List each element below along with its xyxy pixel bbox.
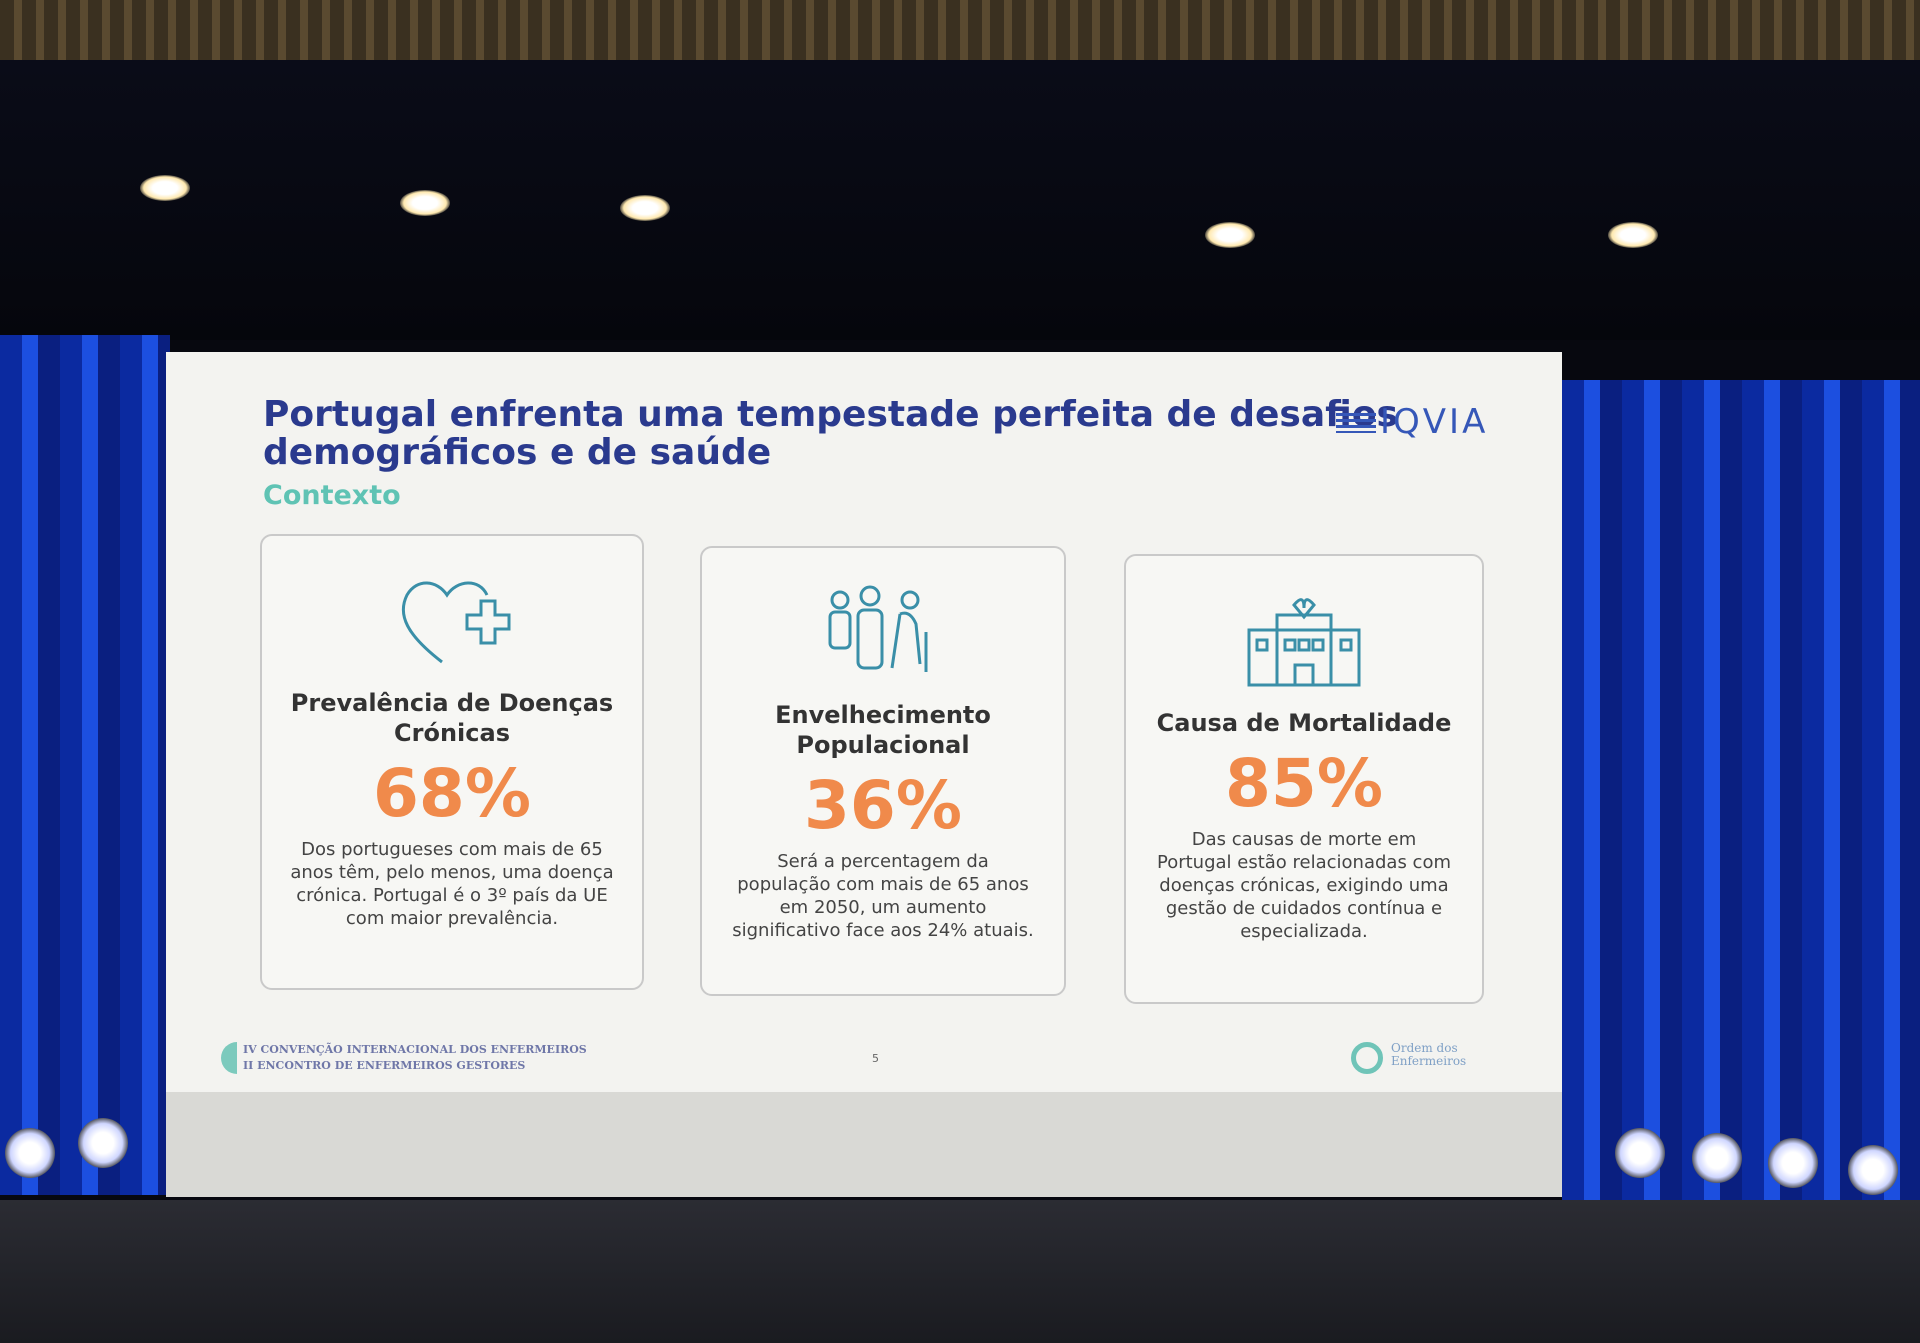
floor-spotlight <box>1848 1145 1898 1195</box>
card-heading: Envelhecimento Populacional <box>775 701 991 759</box>
card-value: 85% <box>1225 745 1383 822</box>
right-curtain <box>1562 380 1920 1240</box>
heart-plus-icon <box>401 581 511 664</box>
hospital-icon <box>1247 598 1361 687</box>
projection-screen: Portugal enfrenta uma tempestade perfeit… <box>166 352 1562 1197</box>
elderly-family-icon <box>828 585 928 672</box>
stage-light <box>1205 222 1255 248</box>
card-heading: Prevalência de Doenças Crónicas <box>290 689 614 747</box>
floor-spotlight <box>78 1118 128 1168</box>
floor-spotlight <box>1615 1128 1665 1178</box>
ordem-enfermeiros-logo: Ordem dos Enfermeiros <box>1351 1042 1466 1074</box>
event-footer: IV CONVENÇÃO INTERNACIONAL DOS ENFERMEIR… <box>221 1042 587 1074</box>
card-value: 36% <box>804 767 962 844</box>
stage-light <box>140 175 190 201</box>
iqvia-logo: IQVIA <box>1336 402 1488 442</box>
slide-subtitle: Contexto <box>263 480 401 511</box>
card-value: 68% <box>373 755 531 832</box>
floor-spotlight <box>1768 1138 1818 1188</box>
card-text: Dos portugueses com mais de 65 anos têm,… <box>290 839 614 929</box>
card-mortality: Causa de Mortalidade 85% Das causas de m… <box>1124 554 1484 1004</box>
top-curtain <box>0 0 1920 60</box>
floor-spotlight <box>5 1128 55 1178</box>
floor-spotlight <box>1692 1133 1742 1183</box>
stage-light <box>400 190 450 216</box>
slide-title: Portugal enfrenta uma tempestade perfeit… <box>263 394 1398 473</box>
card-chronic-diseases: Prevalência de Doenças Crónicas 68% Dos … <box>260 534 644 990</box>
card-heading: Causa de Mortalidade <box>1156 709 1452 737</box>
stage-light <box>1608 222 1658 248</box>
left-curtain <box>0 335 170 1195</box>
lighting-rig <box>0 60 1920 340</box>
stage-light <box>620 195 670 221</box>
card-text: Será a percentagem da população com mais… <box>732 851 1034 941</box>
card-population-aging: Envelhecimento Populacional 36% Será a p… <box>700 546 1066 996</box>
stage-floor <box>0 1200 1920 1343</box>
slide: Portugal enfrenta uma tempestade perfeit… <box>166 352 1562 1092</box>
page-number: 5 <box>872 1052 879 1065</box>
card-text: Das causas de morte em Portugal estão re… <box>1156 829 1451 942</box>
